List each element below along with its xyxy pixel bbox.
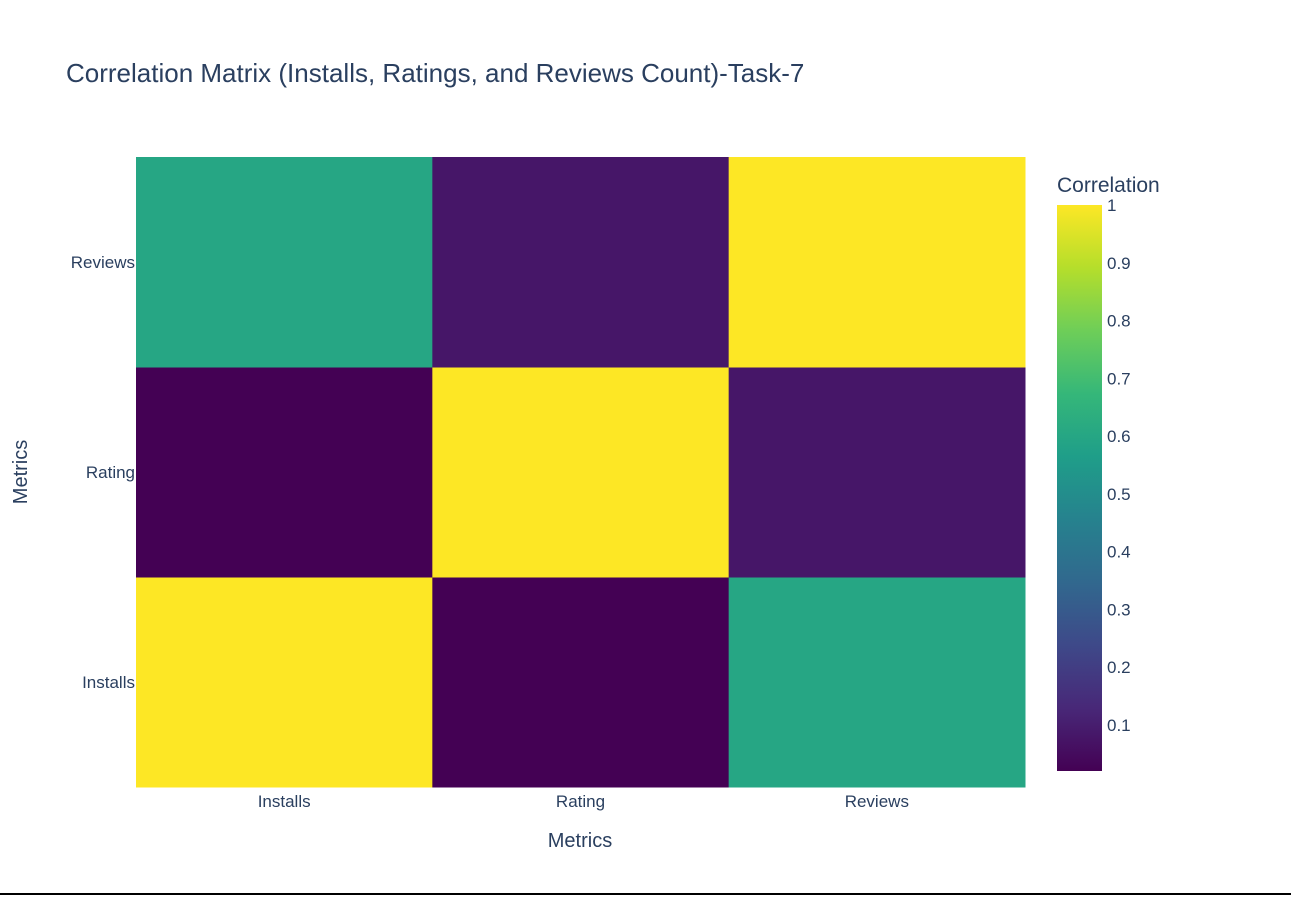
x-tick-label: Rating: [556, 792, 605, 811]
colorbar-tick-label: 0.1: [1107, 716, 1131, 735]
y-axis-title: Metrics: [10, 440, 32, 504]
y-tick-label: Rating: [86, 463, 135, 482]
bottom-border: [0, 893, 1291, 895]
heatmap-cell-rating-installs: [136, 367, 433, 578]
heatmap-cell-installs-reviews: [728, 577, 1026, 788]
colorbar-tick-label: 0.9: [1107, 254, 1131, 273]
colorbar-tick-label: 1: [1107, 196, 1116, 215]
heatmap-cell-rating-reviews: [728, 367, 1026, 578]
colorbar-tick-label: 0.5: [1107, 485, 1131, 504]
x-axis-title: Metrics: [548, 830, 612, 852]
heatmap-cell-reviews-rating: [432, 157, 730, 368]
colorbar-tick-label: 0.8: [1107, 312, 1131, 331]
heatmap-cell-installs-rating: [432, 577, 730, 788]
y-tick-label: Reviews: [71, 253, 135, 272]
colorbar-tick-label: 0.2: [1107, 658, 1131, 677]
colorbar-tick-label: 0.4: [1107, 543, 1131, 562]
y-tick-label: Installs: [82, 673, 135, 692]
x-tick-label: Reviews: [845, 792, 909, 811]
heatmap-cell-reviews-reviews: [728, 157, 1026, 368]
colorbar-tick-label: 0.6: [1107, 427, 1131, 446]
heatmap-cells: [136, 157, 1026, 788]
heatmap-cell-rating-rating: [432, 367, 730, 578]
heatmap-cell-reviews-installs: [136, 157, 433, 368]
heatmap-cell-installs-installs: [136, 577, 433, 788]
x-tick-label: Installs: [258, 792, 311, 811]
chart-title: Correlation Matrix (Installs, Ratings, a…: [66, 58, 804, 88]
colorbar-tick-label: 0.7: [1107, 369, 1131, 388]
colorbar: [1057, 205, 1102, 771]
y-axis-ticks: Installs Rating Reviews: [71, 253, 135, 692]
colorbar-tick-label: 0.3: [1107, 600, 1131, 619]
x-axis-ticks: Installs Rating Reviews: [258, 792, 909, 811]
colorbar-ticks: 0.1 0.2 0.3 0.4 0.5 0.6 0.7 0.8 0.9 1: [1107, 196, 1131, 735]
colorbar-title: Correlation: [1057, 174, 1160, 197]
